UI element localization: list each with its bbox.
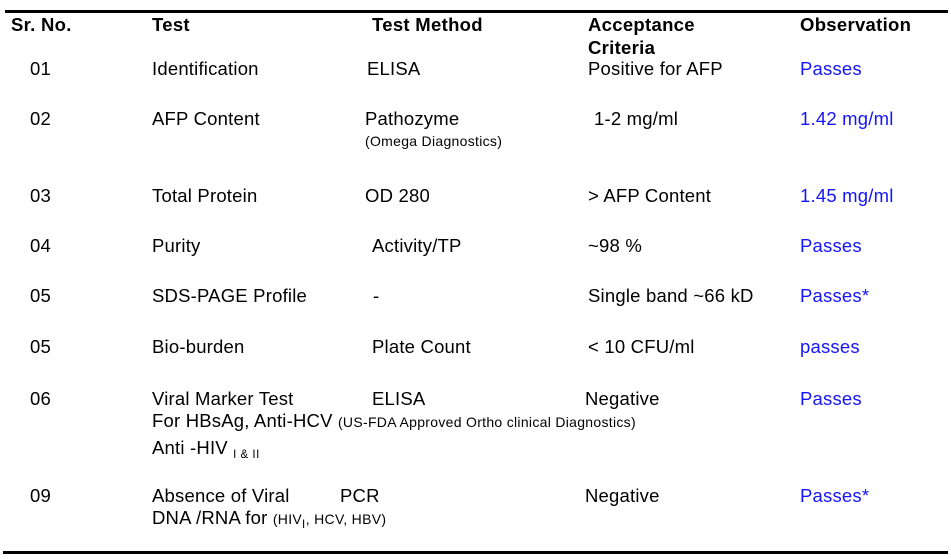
cell-test-method: Pathozyme: [365, 108, 460, 129]
cell-test-line1: Absence of Viral: [152, 485, 290, 506]
cell-sr-no: 04: [30, 235, 51, 256]
cell-test: Total Protein: [152, 185, 258, 206]
cell-observation: Passes*: [800, 485, 870, 506]
cell-test-line2: DNA /RNA for (HIVI, HCV, HBV): [152, 507, 386, 536]
test-note-post: , HCV, HBV): [305, 511, 387, 527]
cell-test-method: PCR: [340, 485, 380, 506]
cell-test-method: ELISA: [367, 58, 421, 79]
cell-test-method: -: [373, 285, 380, 306]
cell-test: Bio-burden: [152, 336, 245, 357]
cell-observation: Passes: [800, 58, 862, 79]
cell-test-line1: Viral Marker Test: [152, 388, 294, 409]
cell-sr-no: 05: [30, 285, 51, 306]
test-note-pre: (HIV: [272, 511, 303, 527]
cell-test: Identification: [152, 58, 259, 79]
column-header-test-method: Test Method: [372, 14, 483, 35]
cell-acceptance: 1-2 mg/ml: [594, 108, 679, 129]
test-line3-text: Anti -HIV: [152, 437, 228, 458]
test-note-subscript: I: [302, 519, 306, 531]
cell-observation: Passes: [800, 388, 862, 409]
cell-observation: Passes*: [800, 285, 870, 306]
test-line2-text: For HBsAg, Anti-HCV: [152, 410, 333, 431]
cell-test: AFP Content: [152, 108, 260, 129]
cell-test: SDS-PAGE Profile: [152, 285, 308, 306]
cell-acceptance: Single band ~66 kD: [588, 285, 754, 306]
column-header-acceptance-line1: Acceptance: [588, 14, 695, 35]
cell-acceptance: > AFP Content: [588, 185, 712, 206]
cell-acceptance: < 10 CFU/ml: [588, 336, 695, 357]
cell-test-method: OD 280: [365, 185, 430, 206]
cell-test-method: Activity/TP: [372, 235, 462, 256]
column-header-test: Test: [152, 14, 190, 35]
column-header-observation: Observation: [800, 14, 912, 35]
cell-test-method: Plate Count: [372, 336, 471, 357]
cell-sr-no: 02: [30, 108, 51, 129]
column-header-acceptance-line2: Criteria: [588, 37, 656, 58]
cell-acceptance: Negative: [585, 485, 660, 506]
test-line2-text: DNA /RNA for: [152, 507, 268, 528]
test-line3-subscript: I & II: [233, 449, 260, 461]
cell-test-line3: Anti -HIV I & II: [152, 437, 260, 466]
cell-test-method: ELISA: [372, 388, 426, 409]
cell-observation: 1.45 mg/ml: [800, 185, 894, 206]
cell-sr-no: 06: [30, 388, 51, 409]
cell-sr-no: 03: [30, 185, 51, 206]
cell-acceptance: ~98 %: [588, 235, 642, 256]
cell-sr-no: 09: [30, 485, 51, 506]
column-header-sr-no: Sr. No.: [11, 14, 72, 35]
cell-acceptance: Negative: [585, 388, 660, 409]
cell-observation: passes: [800, 336, 860, 357]
cell-observation: 1.42 mg/ml: [800, 108, 894, 129]
table-top-rule: [5, 10, 948, 13]
cell-sr-no: 01: [30, 58, 51, 79]
cell-acceptance: Positive for AFP: [588, 58, 723, 79]
table-bottom-rule: [3, 551, 948, 554]
test-method-note-inline: (US-FDA Approved Ortho clinical Diagnost…: [337, 414, 636, 430]
cell-test-method-note: (Omega Diagnostics): [365, 133, 503, 149]
cell-test: Purity: [152, 235, 201, 256]
cell-test-line2: For HBsAg, Anti-HCV (US-FDA Approved Ort…: [152, 410, 636, 433]
cell-observation: Passes: [800, 235, 862, 256]
cell-sr-no: 05: [30, 336, 51, 357]
